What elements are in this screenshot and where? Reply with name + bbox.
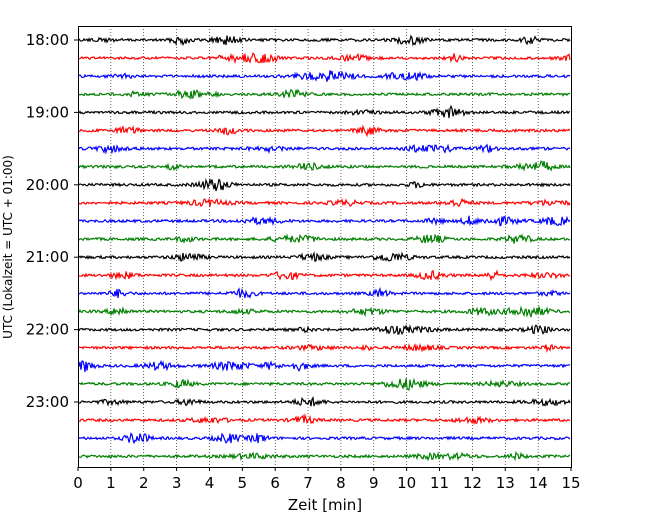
x-tick-label: 4 [205, 474, 215, 492]
y-axis: 18:00 19:00 20:00 21:00 22:00 23:00 [26, 31, 78, 411]
y-tick-label: 23:00 [26, 393, 69, 411]
x-tick-label: 14 [529, 474, 548, 492]
trace-2000 [78, 177, 571, 192]
plot-frame [78, 26, 572, 468]
x-tick-label: 5 [238, 474, 248, 492]
trace-2045 [78, 233, 571, 245]
y-axis-label: UTC (Lokalzeit = UTC + 01:00) [1, 155, 15, 339]
x-tick-label: 3 [172, 474, 182, 492]
x-tick-label: 12 [463, 474, 482, 492]
trace-2015 [78, 197, 571, 208]
trace-2330 [78, 432, 571, 445]
x-axis: 0 1 2 3 4 5 6 7 8 9 10 11 12 13 14 15 [73, 467, 581, 492]
y-tick-label: 18:00 [26, 31, 69, 49]
x-tick-label: 6 [270, 474, 280, 492]
trace-1800 [78, 34, 571, 47]
y-tick-label: 19:00 [26, 103, 69, 121]
x-tick-label: 8 [336, 474, 346, 492]
x-tick-label: 13 [496, 474, 515, 492]
trace-2130 [78, 286, 571, 299]
seismogram-traces [78, 34, 571, 462]
trace-2345 [78, 450, 571, 462]
trace-2300 [78, 395, 571, 407]
trace-2315 [78, 413, 571, 426]
trace-1945 [78, 160, 571, 172]
trace-1815 [78, 52, 571, 65]
y-tick-label: 21:00 [26, 248, 69, 266]
x-tick-label: 2 [139, 474, 149, 492]
x-tick-label: 10 [397, 474, 416, 492]
x-tick-label: 1 [106, 474, 116, 492]
trace-2100 [78, 250, 571, 263]
x-tick-label: 11 [430, 474, 449, 492]
trace-1900 [78, 104, 571, 119]
trace-2200 [78, 324, 571, 336]
trace-1915 [78, 124, 571, 138]
x-axis-label: Zeit [min] [288, 496, 362, 514]
x-tick-label: 15 [561, 474, 580, 492]
trace-1930 [78, 143, 571, 155]
trace-2215 [78, 342, 571, 353]
trace-2115 [78, 269, 571, 282]
y-tick-label: 20:00 [26, 176, 69, 194]
trace-1845 [78, 88, 571, 100]
trace-2030 [78, 215, 571, 227]
trace-2245 [78, 377, 571, 391]
x-tick-label: 0 [73, 474, 83, 492]
x-tick-label: 7 [303, 474, 313, 492]
trace-2145 [78, 305, 571, 318]
trace-1830 [78, 70, 571, 82]
x-tick-label: 9 [369, 474, 379, 492]
trace-2230 [78, 359, 571, 373]
y-tick-label: 22:00 [26, 321, 69, 339]
